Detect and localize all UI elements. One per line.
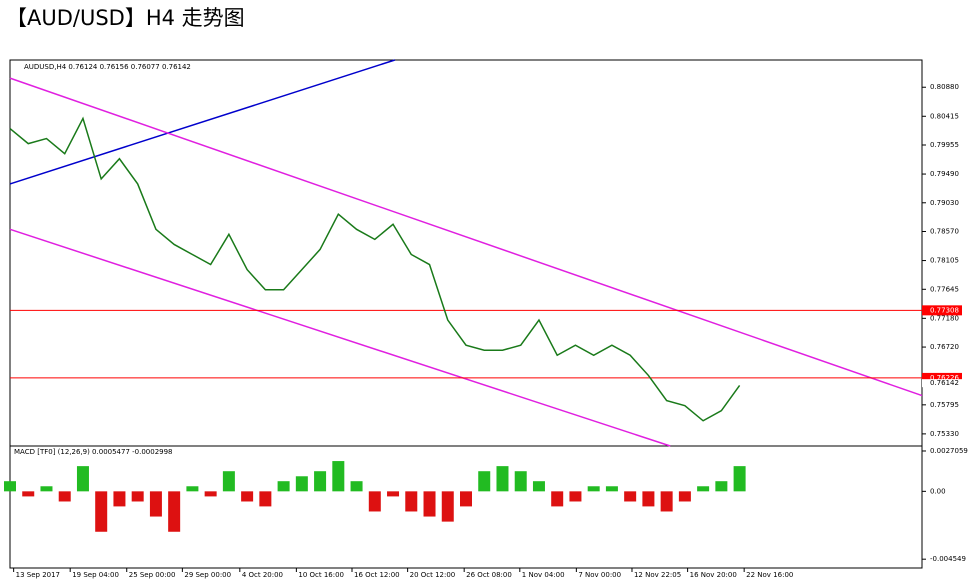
macd-bar xyxy=(58,491,71,502)
macd-bar xyxy=(222,471,235,492)
macd-bar xyxy=(295,476,308,492)
y-tick-label: 0.77645 xyxy=(930,285,959,293)
macd-bar xyxy=(569,491,582,502)
macd-bar xyxy=(678,491,691,502)
macd-bar xyxy=(204,491,217,497)
macd-bar xyxy=(332,461,345,492)
macd-bar xyxy=(478,471,491,492)
trend-line xyxy=(9,59,396,185)
macd-bar xyxy=(387,491,400,497)
chart-title: 【AUD/USD】H4 走势图 xyxy=(6,6,245,30)
y-tick-label: 0.78105 xyxy=(930,257,959,265)
macd-bar xyxy=(642,491,655,507)
macd-bar xyxy=(605,486,618,492)
macd-bar xyxy=(40,486,53,492)
y-tick-label: 0.79955 xyxy=(930,141,959,149)
macd-bar xyxy=(624,491,637,502)
y-tick-label: 0.77180 xyxy=(930,314,959,322)
x-tick-label: 4 Oct 20:00 xyxy=(242,571,283,579)
macd-bar xyxy=(551,491,564,507)
y-tick-label: 0.76720 xyxy=(930,343,959,351)
y2-tick-label: 0.0027059 xyxy=(930,447,968,455)
macd-bar xyxy=(95,491,108,532)
trend-line xyxy=(9,228,671,447)
x-tick-label: 22 Nov 16:00 xyxy=(746,571,793,579)
y-tick-label: 0.79490 xyxy=(930,170,959,178)
macd-bar xyxy=(350,481,363,492)
macd-bar xyxy=(22,491,35,497)
y-tick-label: 0.75795 xyxy=(930,401,959,409)
macd-bar xyxy=(76,466,89,492)
x-tick-label: 16 Oct 12:00 xyxy=(354,571,400,579)
x-tick-label: 1 Nov 04:00 xyxy=(522,571,565,579)
macd-bar xyxy=(660,491,673,512)
y-tick-label: 0.79030 xyxy=(930,199,959,207)
current-price-label: 0.76142 xyxy=(930,379,959,387)
y2-tick-label: 0.00 xyxy=(930,487,946,495)
y2-tick-label: -0.004549 xyxy=(930,555,966,563)
chart-header: AUDUSD,H4 0.76124 0.76156 0.76077 0.7614… xyxy=(24,63,191,71)
macd-bar xyxy=(4,481,16,492)
level-box xyxy=(922,372,962,383)
macd-bar xyxy=(496,466,509,492)
frame xyxy=(9,59,923,569)
y-tick-label: 0.78570 xyxy=(930,228,959,236)
macd-bar xyxy=(186,486,199,492)
macd-bar xyxy=(241,491,254,502)
x-tick-label: 12 Nov 22:05 xyxy=(634,571,681,579)
x-tick-label: 20 Oct 12:00 xyxy=(410,571,456,579)
macd-bar xyxy=(259,491,272,507)
macd-bar xyxy=(587,486,600,492)
macd-bar xyxy=(405,491,418,512)
y-tick-label: 0.75330 xyxy=(930,430,959,438)
macd-bar xyxy=(131,491,144,502)
x-tick-label: 25 Sep 00:00 xyxy=(129,571,176,579)
x-tick-label: 19 Sep 04:00 xyxy=(72,571,119,579)
macd-bar xyxy=(532,481,545,492)
macd-bar xyxy=(314,471,327,492)
y-tick-label: 0.80880 xyxy=(930,83,959,91)
trend-line xyxy=(9,77,923,397)
macd-bar xyxy=(168,491,181,532)
level-box xyxy=(922,305,962,316)
price-line xyxy=(9,116,741,422)
x-tick-label: 10 Oct 16:00 xyxy=(298,571,344,579)
macd-bar xyxy=(733,466,746,492)
macd-bar xyxy=(460,491,472,507)
x-tick-label: 29 Sep 00:00 xyxy=(184,571,231,579)
macd-label: MACD [TF0] (12,26,9) 0.0005477 -0.000299… xyxy=(14,448,173,456)
macd-bar xyxy=(514,471,527,492)
macd-bar xyxy=(149,491,162,517)
macd-bar xyxy=(715,481,728,492)
x-tick-label: 26 Oct 08:00 xyxy=(466,571,512,579)
level-label: 0.76226 xyxy=(930,374,959,382)
macd-bar xyxy=(277,481,290,492)
macd-bar xyxy=(441,491,454,522)
current-price-box xyxy=(922,379,962,388)
macd-bar xyxy=(697,486,710,492)
x-tick-label: 16 Nov 20:00 xyxy=(690,571,737,579)
y-tick-label: 0.80415 xyxy=(930,112,959,120)
macd-bar xyxy=(368,491,381,512)
x-tick-label: 13 Sep 2017 xyxy=(16,571,60,579)
macd-bar xyxy=(423,491,436,517)
level-label: 0.77308 xyxy=(930,306,959,314)
macd-bar xyxy=(113,491,126,507)
x-tick-label: 7 Nov 00:00 xyxy=(578,571,621,579)
